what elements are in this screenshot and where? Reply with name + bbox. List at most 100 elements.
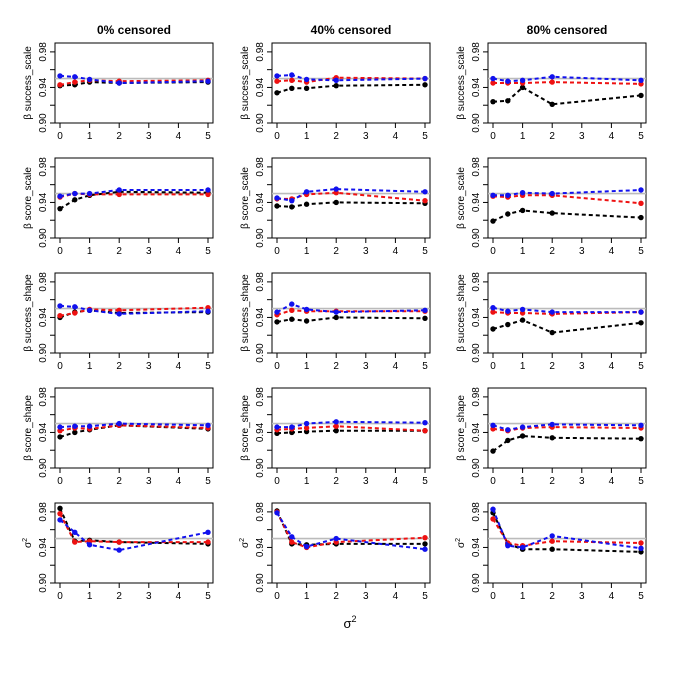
y-axis-label-text: σ xyxy=(23,541,34,548)
y-tick-label: 0.90 xyxy=(471,228,482,248)
data-point-black xyxy=(505,211,511,217)
x-tick-label: 3 xyxy=(579,246,585,257)
panel-frame xyxy=(271,272,431,354)
data-point-blue xyxy=(86,307,93,314)
y-axis-label: β score_scale xyxy=(23,167,34,229)
y-tick-label: 0.94 xyxy=(255,192,266,212)
data-point-blue xyxy=(57,73,63,79)
data-point-blue xyxy=(519,544,526,551)
data-point-blue xyxy=(505,427,511,433)
data-point-black xyxy=(505,321,511,328)
y-axis-label: β success_shape xyxy=(23,274,34,352)
data-point-black xyxy=(303,201,310,207)
y-axis-label-text: β score_shape xyxy=(23,395,34,461)
y-tick-label: 0.90 xyxy=(471,343,482,363)
data-point-blue xyxy=(638,187,644,193)
series-line-blue xyxy=(59,304,209,315)
y-tick-label: 0.98 xyxy=(471,387,482,407)
data-point-blue xyxy=(490,75,496,82)
data-point-red xyxy=(422,197,428,204)
data-point-black xyxy=(333,82,339,89)
data-point-black xyxy=(289,316,295,322)
x-tick-label: 4 xyxy=(176,246,182,257)
x-tick-label: 2 xyxy=(333,246,339,257)
y-tick-label: 0.90 xyxy=(255,113,266,133)
panel-frame xyxy=(487,42,647,124)
y-tick-label: 0.94 xyxy=(255,537,266,557)
y-tick-label: 0.94 xyxy=(38,77,49,97)
y-tick-label: 0.94 xyxy=(471,307,482,327)
x-tick-label: 5 xyxy=(638,591,644,602)
data-point-blue xyxy=(86,190,93,197)
x-tick-label: 0 xyxy=(57,591,63,602)
data-point-blue xyxy=(519,77,526,84)
series-line-blue xyxy=(276,188,426,202)
data-point-red xyxy=(303,425,310,431)
data-point-blue xyxy=(274,73,280,79)
y-axis-label: σ2 xyxy=(455,538,467,548)
x-tick-label: 0 xyxy=(274,476,280,487)
x-tick-label: 3 xyxy=(146,476,152,487)
data-point-red xyxy=(333,423,339,429)
y-tick-label: 0.90 xyxy=(38,228,49,248)
data-point-red xyxy=(116,539,122,545)
data-point-blue xyxy=(274,424,280,430)
data-point-red xyxy=(116,191,122,198)
data-point-black xyxy=(57,434,63,440)
series-line-black xyxy=(492,209,642,223)
data-point-blue xyxy=(422,307,428,314)
data-point-black xyxy=(333,314,339,321)
panel-frame xyxy=(487,387,647,469)
y-tick-label: 0.90 xyxy=(38,113,49,133)
data-point-black xyxy=(519,84,526,91)
panel-r0-c1: 0.90 0.94 0.98 0 1 2 3 4 5 β success_scale xyxy=(240,42,431,142)
data-point-red xyxy=(422,427,428,434)
data-point-red xyxy=(72,79,78,85)
figure-x-label: σ2 xyxy=(343,614,356,631)
data-point-red xyxy=(422,534,428,541)
panel-r2-c1: 0.90 0.94 0.98 0 1 2 3 4 5 β success_shape xyxy=(240,272,431,372)
x-tick-label: 3 xyxy=(146,591,152,602)
series-line-red xyxy=(492,518,642,547)
data-point-blue xyxy=(116,547,122,553)
data-point-blue xyxy=(519,424,526,430)
x-tick-label: 3 xyxy=(363,131,369,142)
data-point-blue xyxy=(72,304,78,310)
x-tick-label: 3 xyxy=(579,476,585,487)
x-tick-label: 5 xyxy=(422,246,428,257)
x-tick-label: 5 xyxy=(638,246,644,257)
data-point-blue xyxy=(549,533,555,539)
x-tick-label: 1 xyxy=(520,131,526,142)
data-point-red xyxy=(57,312,63,319)
y-axis-label-text: β score_shape xyxy=(240,395,251,461)
data-point-black xyxy=(519,433,526,439)
x-tick-label: 1 xyxy=(87,591,93,602)
x-tick-label: 4 xyxy=(176,591,182,602)
x-tick-label: 1 xyxy=(87,131,93,142)
x-tick-label: 5 xyxy=(638,361,644,372)
data-point-red xyxy=(490,309,496,315)
y-axis-label: β success_shape xyxy=(456,274,467,352)
y-axis-label-text: β success_shape xyxy=(240,274,251,352)
data-point-black xyxy=(303,85,310,92)
x-tick-label: 5 xyxy=(422,361,428,372)
data-point-blue xyxy=(205,187,211,193)
y-axis-label-text: β score_scale xyxy=(23,167,34,229)
x-tick-label: 3 xyxy=(363,591,369,602)
data-point-black xyxy=(274,319,280,325)
panel-r3-c1: 0.90 0.94 0.98 0 1 2 3 4 5 β score_shape xyxy=(240,387,431,487)
x-tick-label: 2 xyxy=(333,131,339,142)
data-point-black xyxy=(519,317,526,323)
data-point-blue xyxy=(303,189,310,195)
data-point-black xyxy=(422,82,428,88)
series-line-red xyxy=(493,81,642,85)
y-axis-label: σ2 xyxy=(239,538,251,548)
data-point-blue xyxy=(638,545,644,552)
x-tick-label: 4 xyxy=(393,476,399,487)
y-tick-label: 0.90 xyxy=(255,458,266,478)
series-line-red xyxy=(59,513,208,544)
panel-r4-c0: 0.900.940.980 1 2 3 4 5σ2 xyxy=(22,502,214,602)
y-tick-label: 0.90 xyxy=(471,113,482,133)
panel-frame xyxy=(54,42,214,124)
y-tick-label: 0.98 xyxy=(38,272,49,292)
